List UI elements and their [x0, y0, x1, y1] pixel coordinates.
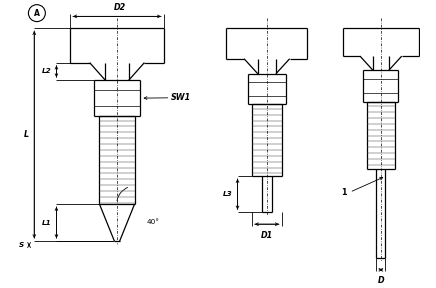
Text: S: S [19, 242, 24, 248]
Text: 40°: 40° [146, 219, 159, 225]
Text: A: A [34, 9, 40, 18]
Text: D2: D2 [114, 3, 126, 12]
Text: L2: L2 [41, 69, 51, 74]
Text: D1: D1 [261, 231, 273, 240]
Text: 1: 1 [341, 188, 347, 197]
Text: SW1: SW1 [170, 93, 191, 102]
Text: L3: L3 [223, 191, 232, 197]
Text: D: D [378, 276, 384, 285]
Text: L1: L1 [41, 219, 51, 226]
Text: L: L [24, 130, 29, 139]
